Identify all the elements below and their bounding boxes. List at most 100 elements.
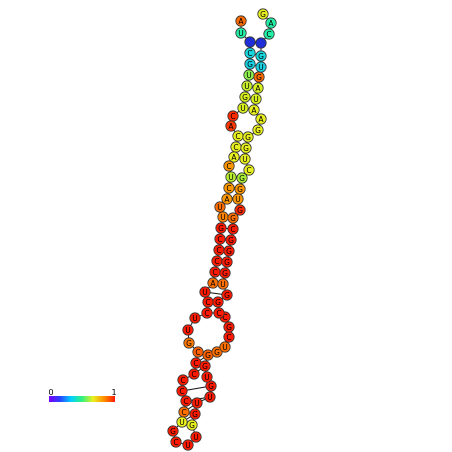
nucleotide-base-label: C bbox=[247, 49, 252, 58]
nucleotide-circle bbox=[255, 50, 267, 62]
nucleotide-base-label: A bbox=[224, 195, 230, 204]
nucleotide-base-label: C bbox=[266, 30, 271, 39]
nucleotide: G bbox=[223, 321, 235, 333]
color-scale: 0 1 bbox=[48, 388, 117, 402]
nucleotide-base-label: U bbox=[258, 63, 264, 72]
nucleotide-circle bbox=[235, 15, 247, 27]
nucleotide-base-label: U bbox=[204, 373, 210, 382]
nucleotide: U bbox=[250, 93, 262, 105]
nucleotide: G bbox=[221, 289, 233, 301]
nucleotide-circle bbox=[221, 193, 233, 205]
nucleotide-base-label: G bbox=[222, 269, 228, 278]
nucleotide-base-label: C bbox=[222, 313, 227, 322]
nucleotide-circle bbox=[180, 395, 192, 407]
nucleotide-circle bbox=[223, 245, 235, 257]
nucleotide: A bbox=[252, 82, 264, 94]
nucleotide-circle bbox=[237, 102, 249, 114]
nucleotide-base-label: U bbox=[192, 314, 198, 323]
nucleotide-circle bbox=[227, 223, 239, 235]
nucleotide-base-label: U bbox=[207, 393, 213, 402]
nucleotide-circle bbox=[219, 267, 231, 279]
nucleotide: C bbox=[192, 346, 204, 358]
nucleotide-circle bbox=[223, 182, 235, 194]
nucleotide-circle bbox=[214, 201, 226, 213]
nucleotide-base-label: C bbox=[173, 438, 178, 447]
nucleotide-circle bbox=[239, 91, 251, 103]
nucleotide-base-label: G bbox=[258, 52, 264, 61]
nucleotide: G bbox=[257, 8, 269, 20]
nucleotide-circle bbox=[182, 324, 194, 336]
nucleotide-base-label: A bbox=[231, 153, 237, 162]
nucleotide-base-label: G bbox=[228, 236, 234, 245]
nucleotide-base-label: C bbox=[226, 184, 231, 193]
nucleotide-base-label: G bbox=[208, 382, 214, 391]
nucleotide-circle bbox=[182, 439, 194, 451]
nucleotide-base-label: U bbox=[185, 326, 191, 335]
nucleotide-circle bbox=[250, 93, 262, 105]
nucleotide: C bbox=[202, 296, 214, 308]
nucleotide-base-label: U bbox=[194, 399, 200, 408]
nucleotide-circle bbox=[191, 397, 203, 409]
nucleotide-circle bbox=[221, 256, 233, 268]
nucleotide: G bbox=[252, 124, 264, 136]
nucleotide-base-label: U bbox=[253, 95, 259, 104]
nucleotide-base-label: U bbox=[202, 288, 208, 297]
nucleotide-circle bbox=[214, 233, 226, 245]
nucleotide-base-label: U bbox=[220, 280, 226, 289]
nucleotide-base-label: C bbox=[214, 257, 219, 266]
nucleotide-circle bbox=[228, 151, 240, 163]
nucleotide-base-label: G bbox=[247, 60, 253, 69]
nucleotide: G bbox=[223, 245, 235, 257]
nucleotide: G bbox=[227, 212, 239, 224]
nucleotide-circle bbox=[236, 172, 248, 184]
nucleotide-base-label: C bbox=[230, 112, 235, 121]
nucleotide-circle bbox=[225, 234, 237, 246]
nucleotide: C bbox=[209, 266, 221, 278]
nucleotide-circle bbox=[242, 131, 254, 143]
nucleotide-base-label: G bbox=[186, 339, 192, 348]
nucleotide-circle bbox=[217, 278, 229, 290]
nucleotide: C bbox=[211, 255, 223, 267]
nucleotide: G bbox=[183, 337, 195, 349]
nucleotide-base-label: U bbox=[246, 71, 252, 80]
nucleotide: A bbox=[225, 120, 237, 132]
nucleotide-base-label: G bbox=[218, 224, 224, 233]
nucleotide-circle bbox=[240, 142, 252, 154]
nucleotide-circle bbox=[241, 80, 253, 92]
nucleotide-base-label: C bbox=[205, 298, 210, 307]
nucleotide-base-label: G bbox=[224, 258, 230, 267]
nucleotide: C bbox=[213, 307, 225, 319]
nucleotide: U bbox=[201, 371, 213, 383]
nucleotide: A bbox=[255, 113, 267, 125]
nucleotide: G bbox=[240, 142, 252, 154]
nucleotide-base-label: C bbox=[216, 246, 221, 255]
nucleotide-circle bbox=[192, 346, 204, 358]
nucleotide-base-label: U bbox=[242, 155, 248, 164]
nucleotide-circle bbox=[255, 37, 267, 49]
nucleotide: U bbox=[217, 278, 229, 290]
nucleotide-base-label: G bbox=[260, 10, 266, 19]
nucleotide-circle bbox=[221, 289, 233, 301]
nucleotide: C bbox=[177, 374, 189, 386]
nucleotide-circle bbox=[234, 204, 246, 216]
nucleotide-circle bbox=[252, 82, 264, 94]
nucleotide: C bbox=[227, 223, 239, 235]
nucleotide-circle bbox=[243, 164, 255, 176]
nucleotide: G bbox=[253, 71, 265, 83]
nucleotide-circle bbox=[248, 104, 260, 116]
nucleotide-base-label: G bbox=[189, 421, 195, 430]
nucleotide: U bbox=[241, 80, 253, 92]
nucleotide-circle bbox=[244, 36, 256, 48]
nucleotide-base-label: G bbox=[243, 144, 249, 153]
nucleotide: U bbox=[182, 439, 194, 451]
nucleotide-circle bbox=[177, 374, 189, 386]
nucleotide-circle bbox=[227, 212, 239, 224]
nucleotide: G bbox=[211, 346, 223, 358]
nucleotide-base-label: G bbox=[192, 410, 198, 419]
nucleotide-base-label: C bbox=[179, 387, 184, 396]
nucleotide-base-label: C bbox=[246, 166, 251, 175]
nucleotide: G bbox=[244, 58, 256, 70]
nucleotide-circle bbox=[204, 391, 216, 403]
nucleotide-circle bbox=[213, 307, 225, 319]
